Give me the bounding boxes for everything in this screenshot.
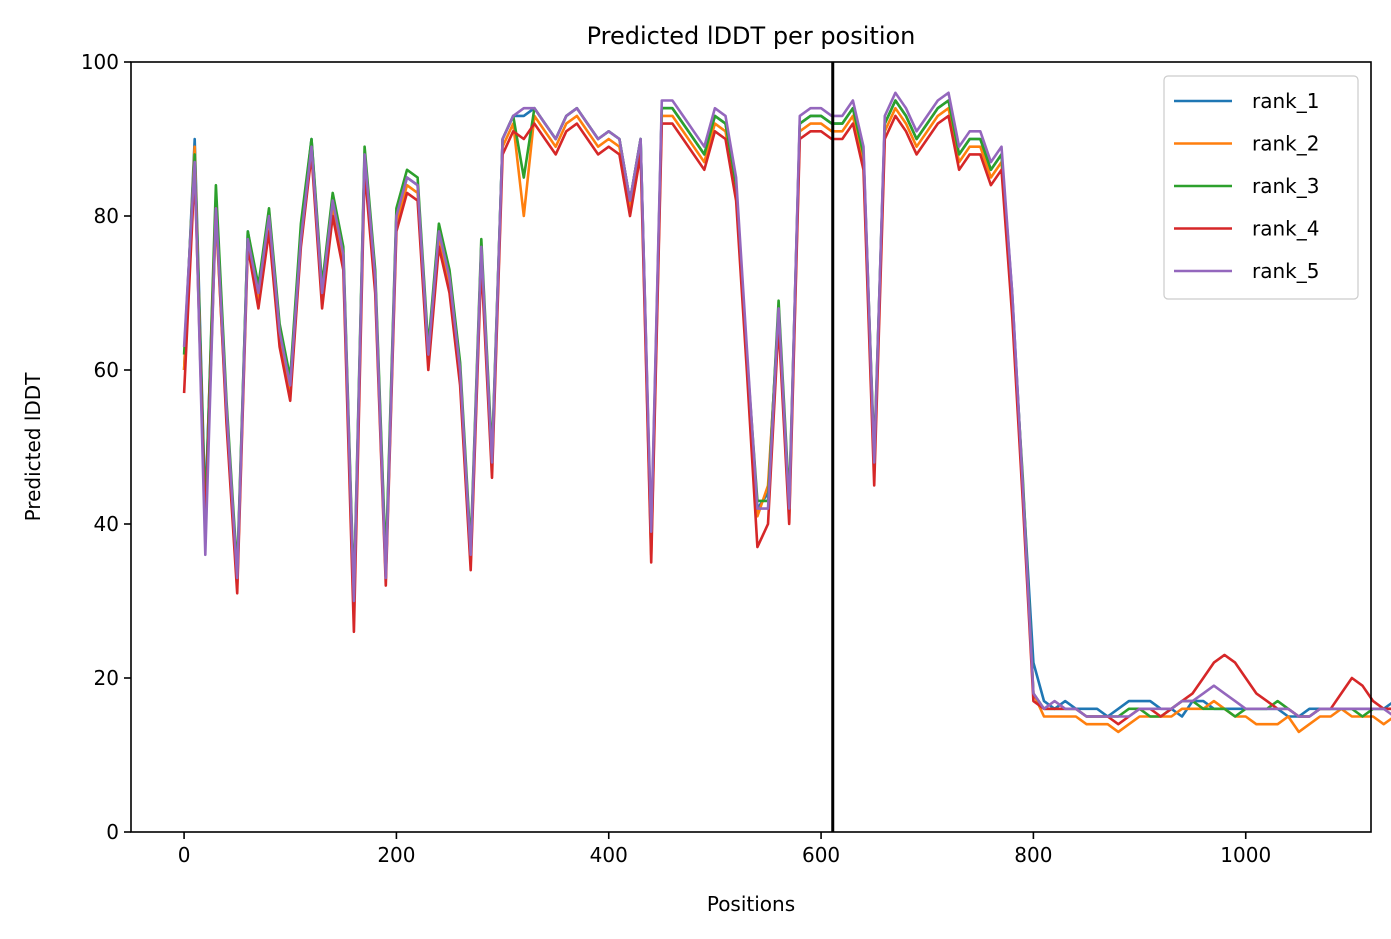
plot-frame	[130, 61, 1372, 833]
x-tick-label: 1000	[1220, 843, 1271, 867]
y-tick-label: 60	[94, 358, 119, 382]
series-lines	[182, 91, 1391, 734]
series-line-rank_5	[182, 91, 1391, 718]
series-line-rank_4	[182, 114, 1391, 726]
x-axis: 0 200 400 600 800 1000	[178, 832, 1271, 867]
legend-label-rank_5: rank_5	[1252, 259, 1319, 283]
plot-area	[130, 61, 1391, 833]
legend-label-rank_1: rank_1	[1252, 89, 1319, 113]
y-tick-label: 100	[81, 50, 119, 74]
legend-label-rank_2: rank_2	[1252, 132, 1319, 156]
legend: rank_1 rank_2 rank_3 rank_4 rank_5	[1163, 75, 1359, 300]
x-tick-label: 400	[590, 843, 628, 867]
y-tick-label: 0	[106, 820, 119, 844]
chart-title: Predicted lDDT per position	[587, 22, 916, 50]
x-tick-label: 600	[802, 843, 840, 867]
legend-label-rank_3: rank_3	[1252, 174, 1319, 198]
legend-label-rank_4: rank_4	[1252, 217, 1319, 241]
y-axis-label: Predicted lDDT	[21, 372, 45, 522]
x-tick-label: 800	[1014, 843, 1052, 867]
y-tick-label: 40	[94, 512, 119, 536]
x-axis-label: Positions	[707, 892, 795, 916]
x-tick-label: 0	[178, 843, 191, 867]
x-tick-label: 200	[377, 843, 415, 867]
y-tick-label: 80	[94, 204, 119, 228]
y-axis: 0 20 40 60 80 100	[81, 50, 131, 844]
legend-box	[1163, 75, 1359, 300]
y-tick-label: 20	[94, 666, 119, 690]
